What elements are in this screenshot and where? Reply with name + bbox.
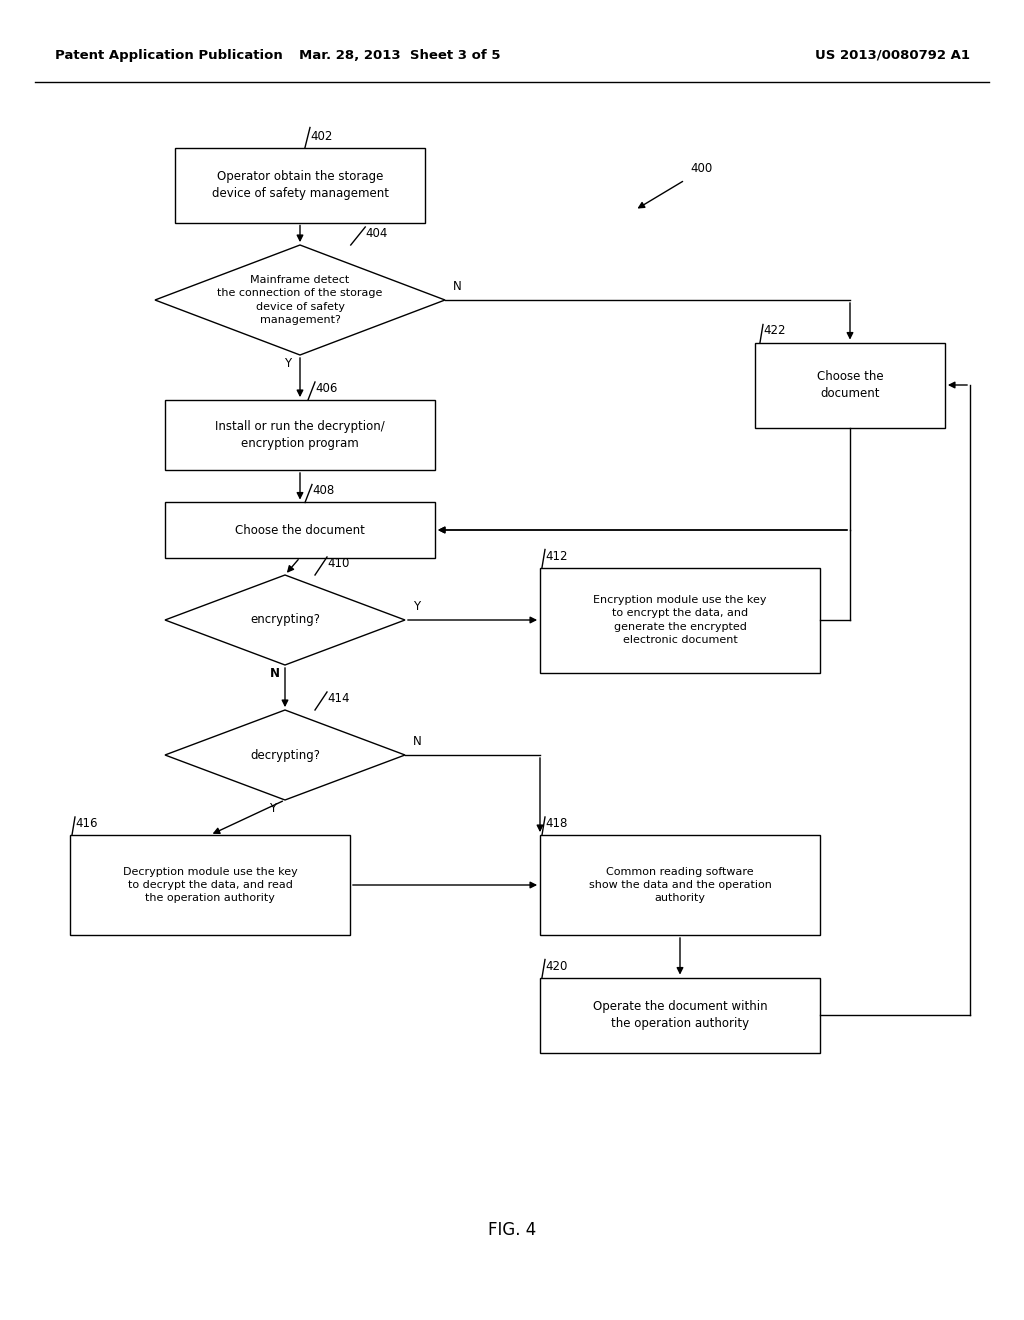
Text: Encryption module use the key
to encrypt the data, and
generate the encrypted
el: Encryption module use the key to encrypt… xyxy=(593,595,767,644)
Text: Operate the document within
the operation authority: Operate the document within the operatio… xyxy=(593,1001,767,1030)
Text: encrypting?: encrypting? xyxy=(250,614,319,627)
Bar xyxy=(540,836,820,935)
Text: Choose the
document: Choose the document xyxy=(817,370,884,400)
Text: 408: 408 xyxy=(312,484,334,498)
Text: 404: 404 xyxy=(366,227,388,240)
Text: Y: Y xyxy=(269,803,276,814)
Text: Choose the document: Choose the document xyxy=(236,524,365,536)
Text: US 2013/0080792 A1: US 2013/0080792 A1 xyxy=(815,49,970,62)
Text: 418: 418 xyxy=(545,817,567,830)
Bar xyxy=(165,503,435,557)
Bar xyxy=(755,342,945,428)
Text: Mainframe detect
the connection of the storage
device of safety
management?: Mainframe detect the connection of the s… xyxy=(217,275,383,325)
Polygon shape xyxy=(165,576,406,665)
Text: Install or run the decryption/
encryption program: Install or run the decryption/ encryptio… xyxy=(215,420,385,450)
Text: FIG. 4: FIG. 4 xyxy=(487,1221,537,1239)
Text: 414: 414 xyxy=(327,692,349,705)
Text: N: N xyxy=(270,667,280,680)
Text: 410: 410 xyxy=(327,557,349,570)
Text: 402: 402 xyxy=(310,129,333,143)
Bar xyxy=(165,400,435,470)
Text: Common reading software
show the data and the operation
authority: Common reading software show the data an… xyxy=(589,867,771,903)
Text: 422: 422 xyxy=(763,325,785,338)
Bar xyxy=(175,148,425,223)
Text: 420: 420 xyxy=(545,960,567,973)
Bar xyxy=(70,836,350,935)
Text: Y: Y xyxy=(285,356,292,370)
Text: Mar. 28, 2013  Sheet 3 of 5: Mar. 28, 2013 Sheet 3 of 5 xyxy=(299,49,501,62)
Text: decrypting?: decrypting? xyxy=(250,748,319,762)
Text: Operator obtain the storage
device of safety management: Operator obtain the storage device of sa… xyxy=(212,170,388,201)
Bar xyxy=(540,978,820,1052)
Polygon shape xyxy=(155,246,445,355)
Text: Patent Application Publication: Patent Application Publication xyxy=(55,49,283,62)
Text: N: N xyxy=(453,280,462,293)
Polygon shape xyxy=(165,710,406,800)
Text: 412: 412 xyxy=(545,549,567,562)
Text: 406: 406 xyxy=(315,381,337,395)
Text: N: N xyxy=(413,735,422,748)
Bar xyxy=(540,568,820,672)
Text: 400: 400 xyxy=(690,162,713,176)
Text: 416: 416 xyxy=(75,817,97,830)
Text: Decryption module use the key
to decrypt the data, and read
the operation author: Decryption module use the key to decrypt… xyxy=(123,867,297,903)
Text: Y: Y xyxy=(413,601,420,612)
